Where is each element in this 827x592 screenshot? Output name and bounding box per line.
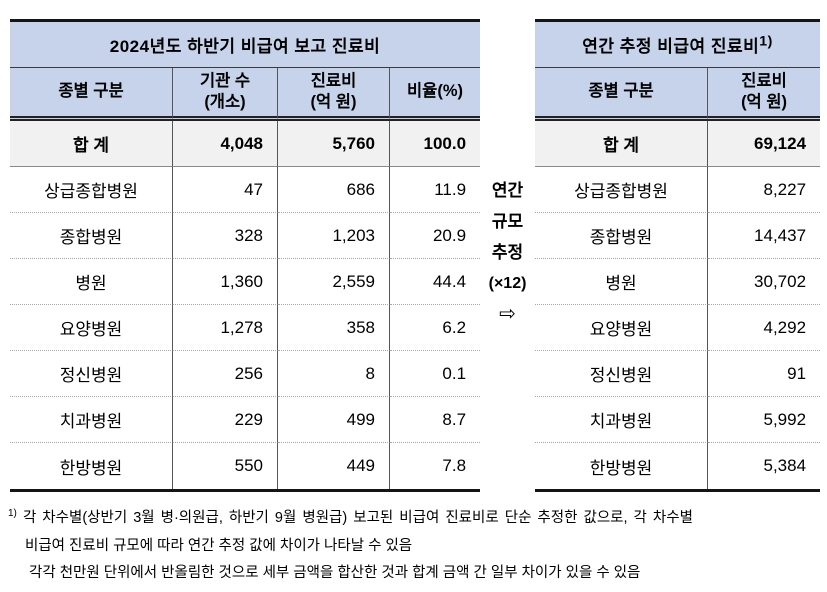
table-row: 한방병원 5,384 xyxy=(535,443,820,489)
annual-estimate-annotation: 연간 규모 추정 (×12) ⇨ xyxy=(480,19,535,325)
table-title-row: 2024년도 하반기 비급여 보고 진료비 xyxy=(10,22,481,68)
table-cell: 229 xyxy=(173,397,278,443)
row-label: 합 계 xyxy=(535,121,709,167)
table-cell: 499 xyxy=(278,397,390,443)
table-row: 치과병원 5,992 xyxy=(535,397,821,443)
table-cell: 8.7 xyxy=(390,397,481,443)
row-label: 병원 xyxy=(535,259,709,305)
table-row: 한방병원 550 449 7.8 xyxy=(10,443,480,489)
table-row: 병원 30,702 xyxy=(535,259,821,305)
row-label: 치과병원 xyxy=(10,397,173,443)
table-cell: 5,760 xyxy=(278,121,390,167)
reported-cost-table: 2024년도 하반기 비급여 보고 진료비 종별 구분 기관 수 (개소) 진료… xyxy=(10,19,481,492)
column-header-cost: 진료비 (억 원) xyxy=(708,68,821,121)
table-cell: 686 xyxy=(278,167,390,213)
row-label: 합 계 xyxy=(10,121,173,167)
table-cell: 69,124 xyxy=(708,121,821,167)
column-header-category: 종별 구분 xyxy=(535,68,709,121)
table-header-row: 종별 구분 진료비 (억 원) xyxy=(535,68,821,121)
table-cell: 1,360 xyxy=(173,259,278,305)
table-cell: 256 xyxy=(173,351,278,397)
table-cell: 30,702 xyxy=(708,259,821,305)
table-cell: 4,292 xyxy=(708,305,821,351)
table-cell: 328 xyxy=(173,213,278,259)
table-row: 정신병원 91 xyxy=(535,351,821,397)
table-row: 요양병원 1,278 358 6.2 xyxy=(10,305,481,351)
table-cell: 11.9 xyxy=(390,167,481,213)
table-row: 치과병원 229 499 8.7 xyxy=(10,397,481,443)
annotation-multiplier: (×12) xyxy=(488,275,527,292)
table-row: 상급종합병원 8,227 xyxy=(535,167,821,213)
row-label: 한방병원 xyxy=(10,443,173,489)
table-cell: 7.8 xyxy=(442,456,467,475)
right-table-title: 연간 추정 비급여 진료비1) xyxy=(535,22,821,68)
table-cell: 5,992 xyxy=(708,397,821,443)
table-title-row: 연간 추정 비급여 진료비1) xyxy=(535,22,821,68)
total-row: 합 계 69,124 xyxy=(535,121,821,167)
annotation-line: 연간 xyxy=(491,181,524,200)
row-label: 치과병원 xyxy=(535,397,709,443)
estimated-cost-table: 연간 추정 비급여 진료비1) 종별 구분 진료비 (억 원) 합 계 69,1… xyxy=(535,19,821,492)
table-row: 종합병원 14,437 xyxy=(535,213,821,259)
table-cell: 4,048 xyxy=(173,121,278,167)
row-label: 정신병원 xyxy=(535,351,709,397)
annotation-line: 추정 xyxy=(491,243,524,262)
row-label: 종합병원 xyxy=(10,213,173,259)
footnote-line: 1) 각 차수별(상반기 3월 병·의원급, 하반기 9월 병원급) 보고된 비… xyxy=(8,508,693,526)
table-row: 상급종합병원 47 686 11.9 xyxy=(10,167,481,213)
row-label: 요양병원 xyxy=(535,305,709,351)
table-cell: 8,227 xyxy=(708,167,821,213)
table-cell: 449 xyxy=(278,443,390,489)
footnote-line: 비급여 진료비 규모에 따라 연간 추정 값에 차이가 나타날 수 있음 xyxy=(25,537,413,554)
right-arrow-icon: ⇨ xyxy=(499,303,516,325)
annotation-line: 규모 xyxy=(491,212,524,231)
table-cell: 358 xyxy=(278,305,390,351)
row-label: 상급종합병원 xyxy=(10,167,173,213)
footnote: 1) 각 차수별(상반기 3월 병·의원급, 하반기 9월 병원급) 보고된 비… xyxy=(0,492,827,588)
table-cell: 20.9 xyxy=(390,213,481,259)
table-cell: 14,437 xyxy=(708,213,821,259)
table-cell: 8 xyxy=(278,351,390,397)
total-row: 합 계 4,048 5,760 100.0 xyxy=(10,121,481,167)
table-cell: 1,278 xyxy=(173,305,278,351)
table-cell: 550 xyxy=(173,443,278,489)
row-label: 상급종합병원 xyxy=(535,167,709,213)
footnote-line: 각각 천만원 단위에서 반올림한 것으로 세부 금액을 합산한 것과 합계 금액… xyxy=(29,565,641,582)
table-cell: 44.4 xyxy=(390,259,481,305)
table-row: 정신병원 256 8 0.1 xyxy=(10,351,481,397)
tables-layout: 2024년도 하반기 비급여 보고 진료비 종별 구분 기관 수 (개소) 진료… xyxy=(10,19,821,492)
row-label: 병원 xyxy=(10,259,173,305)
table-row: 요양병원 4,292 xyxy=(535,305,821,351)
column-header-institutions: 기관 수 (개소) xyxy=(173,68,278,121)
row-label: 정신병원 xyxy=(10,351,173,397)
table-header-row: 종별 구분 기관 수 (개소) 진료비 (억 원) 비율(%) xyxy=(10,68,481,121)
table-row: 병원 1,360 2,559 44.4 xyxy=(10,259,481,305)
table-cell: 5,384 xyxy=(763,456,807,475)
table-cell: 6.2 xyxy=(390,305,481,351)
table-cell: 2,559 xyxy=(278,259,390,305)
row-label: 종합병원 xyxy=(535,213,709,259)
table-cell: 100.0 xyxy=(390,121,481,167)
row-label: 한방병원 xyxy=(535,443,709,489)
table-cell: 0.1 xyxy=(390,351,481,397)
footnote-marker: 1) xyxy=(8,508,17,519)
row-label: 요양병원 xyxy=(10,305,173,351)
left-table-title: 2024년도 하반기 비급여 보고 진료비 xyxy=(10,22,481,68)
footnote-marker: 1) xyxy=(759,33,773,50)
table-row: 종합병원 328 1,203 20.9 xyxy=(10,213,481,259)
column-header-cost: 진료비 (억 원) xyxy=(278,68,390,121)
table-cell: 47 xyxy=(173,167,278,213)
column-header-category: 종별 구분 xyxy=(10,68,173,121)
table-cell: 91 xyxy=(708,351,821,397)
column-header-ratio: 비율(%) xyxy=(390,68,481,121)
table-cell: 1,203 xyxy=(278,213,390,259)
